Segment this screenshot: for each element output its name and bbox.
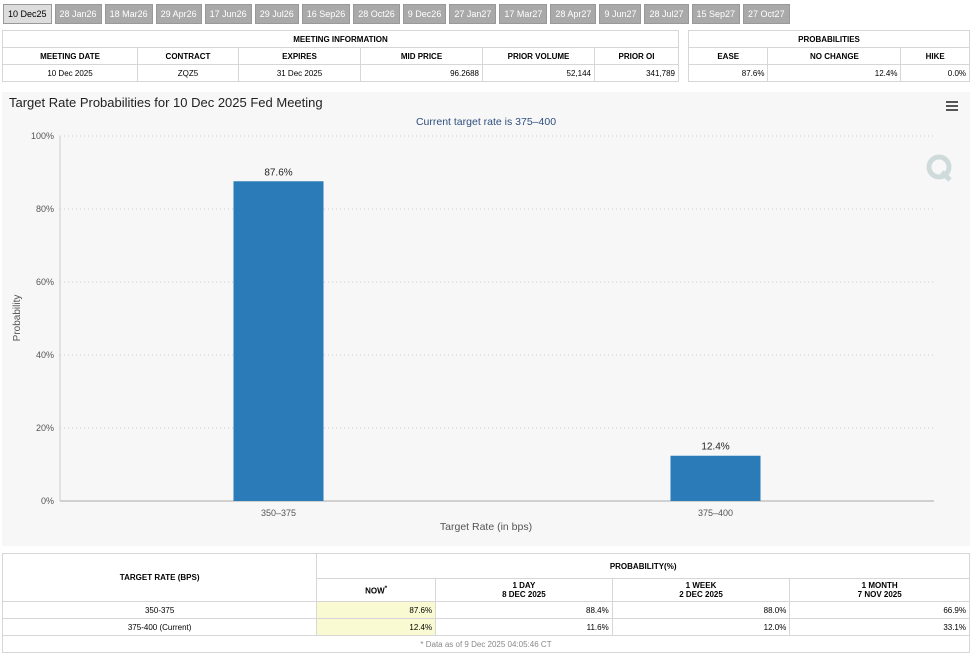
data-label: 87.6%: [264, 167, 292, 178]
column-date: 7 NOV 2025: [857, 590, 902, 599]
probabilities-table: PROBABILITIES EASE NO CHANGE HIKE 87.6% 12.4%…: [687, 30, 970, 82]
tab[interactable]: 29 Jul26: [254, 4, 299, 24]
x-tick-label: 375–400: [698, 508, 733, 518]
chart-title: Target Rate Probabilities for 10 Dec 202…: [9, 95, 323, 110]
column-date: 2 DEC 2025: [679, 590, 723, 599]
tab[interactable]: 27 Jan27: [449, 4, 497, 24]
cell: 12.4%: [767, 64, 902, 82]
tab[interactable]: 9 Dec26: [402, 4, 447, 24]
column-header: EXPIRES: [238, 47, 361, 65]
row: 350-375 87.6% 88.4% 88.0% 66.9%: [1, 601, 970, 619]
column-header: MEETING DATE: [2, 47, 138, 65]
row: TARGET RATE (BPS) PROBABILITY(%): [1, 553, 970, 602]
tab[interactable]: 17 Jun26: [204, 4, 252, 24]
row: NOW* 1 DAY 8 DEC 2025 1 WEEK 2 DEC 2025 1 MON…: [3, 578, 970, 602]
watermark: [926, 154, 952, 182]
row: 87.6% 12.4% 0.0%: [687, 64, 970, 82]
tab[interactable]: 28 Jan26: [54, 4, 102, 24]
tab[interactable]: 28 Oct26: [353, 4, 400, 24]
data-label: 12.4%: [701, 442, 729, 453]
y-tick-label: 20%: [36, 423, 54, 433]
cell: 11.6%: [435, 618, 613, 636]
column-header: MID PRICE: [360, 47, 483, 65]
chart: Target Rate Probabilities for 10 Dec 202…: [2, 92, 970, 546]
cell: 52,144: [482, 64, 595, 82]
cell: 87.6%: [316, 601, 437, 619]
tab[interactable]: 9 Jun27: [599, 4, 642, 24]
x-tick-label: 350–375: [261, 508, 296, 518]
column-label: 1 WEEK: [685, 581, 717, 590]
tab[interactable]: 28 Apr27: [550, 4, 597, 24]
column-header: 1 DAY 8 DEC 2025: [435, 578, 613, 602]
cell: 341,789: [594, 64, 679, 82]
row: 375-400 (Current) 12.4% 11.6% 12.0% 33.1%: [1, 618, 970, 636]
column-header: 1 WEEK 2 DEC 2025: [611, 578, 791, 602]
cell: 96.2688: [360, 64, 483, 82]
cell: 12.0%: [611, 618, 791, 636]
tab[interactable]: 27 Oct27: [743, 4, 790, 24]
column-label: 1 MONTH: [861, 581, 898, 590]
cell: 88.4%: [435, 601, 613, 619]
row: MEETING INFORMATION: [2, 30, 679, 48]
column-header: EASE: [687, 47, 769, 65]
cell: 33.1%: [789, 618, 970, 636]
column-header: HIKE: [900, 47, 970, 65]
row: 10 Dec 2025 ZQZ5 31 Dec 2025 96.2688 52,144 3…: [2, 64, 679, 82]
cell: 66.9%: [789, 601, 970, 619]
tab[interactable]: 18 Mar26: [104, 4, 153, 24]
x-axis-label: Target Rate (in bps): [440, 521, 532, 533]
tab[interactable]: 29 Apr26: [155, 4, 202, 24]
footnote: * Data as of 9 Dec 2025 04:05:46 CT: [2, 635, 970, 653]
row: EASE NO CHANGE HIKE: [687, 47, 970, 65]
cell: 0.0%: [900, 64, 970, 82]
row: MEETING DATE CONTRACT EXPIRES MID PRICE PRIO…: [2, 47, 679, 65]
y-axis-label: Probability: [12, 295, 23, 342]
row: PROBABILITIES: [688, 30, 970, 48]
history-table: TARGET RATE (BPS) PROBABILITY(%) NOW* 1 DAY…: [1, 553, 970, 653]
cell: 12.4%: [316, 618, 437, 636]
y-tick-label: 0%: [41, 496, 54, 506]
cell: 10 Dec 2025: [2, 64, 138, 82]
y-tick-label: 40%: [36, 350, 54, 360]
tab[interactable]: 15 Sep27: [691, 4, 741, 24]
table-title: MEETING INFORMATION: [2, 30, 679, 48]
tab[interactable]: 16 Sep26: [301, 4, 351, 24]
column-note: *: [384, 584, 388, 592]
cell: 88.0%: [611, 601, 791, 619]
column-header: PRIOR VOLUME: [482, 47, 595, 65]
column-label: NOW: [365, 586, 385, 596]
group-header: PROBABILITY(%): [316, 553, 970, 579]
cell: 87.6%: [687, 64, 769, 82]
tab[interactable]: 10 Dec25: [3, 4, 52, 24]
column-header: 1 MONTH 7 NOV 2025: [789, 578, 970, 602]
tab[interactable]: 17 Mar27: [499, 4, 548, 24]
bar: [670, 455, 761, 501]
menu-icon[interactable]: [946, 101, 958, 111]
column-header: NOW*: [316, 578, 437, 602]
cell: 350-375: [1, 601, 318, 619]
tab[interactable]: 28 Jul27: [644, 4, 689, 24]
cell: ZQZ5: [137, 64, 239, 82]
bar: [233, 181, 324, 501]
chart-subtitle: Current target rate is 375–400: [416, 116, 556, 128]
row: * Data as of 9 Dec 2025 04:05:46 CT: [2, 635, 970, 653]
table-title: PROBABILITIES: [688, 30, 970, 48]
tab-bar: 10 Dec25 28 Jan26 18 Mar26 29 Apr26 17 Jun26…: [3, 4, 790, 24]
column-header: CONTRACT: [137, 47, 239, 65]
y-tick-label: 60%: [36, 277, 54, 287]
y-tick-label: 100%: [31, 131, 54, 141]
column-date: 8 DEC 2025: [502, 590, 546, 599]
column-label: 1 DAY: [512, 581, 536, 590]
column-header: NO CHANGE: [767, 47, 902, 65]
cell: 375-400 (Current): [1, 618, 318, 636]
column-header: PRIOR OI: [594, 47, 679, 65]
meeting-info-table: MEETING INFORMATION MEETING DATE CONTRACT E…: [2, 30, 679, 82]
cell: 31 Dec 2025: [238, 64, 361, 82]
column-header: TARGET RATE (BPS): [1, 553, 318, 602]
y-tick-label: 80%: [36, 204, 54, 214]
